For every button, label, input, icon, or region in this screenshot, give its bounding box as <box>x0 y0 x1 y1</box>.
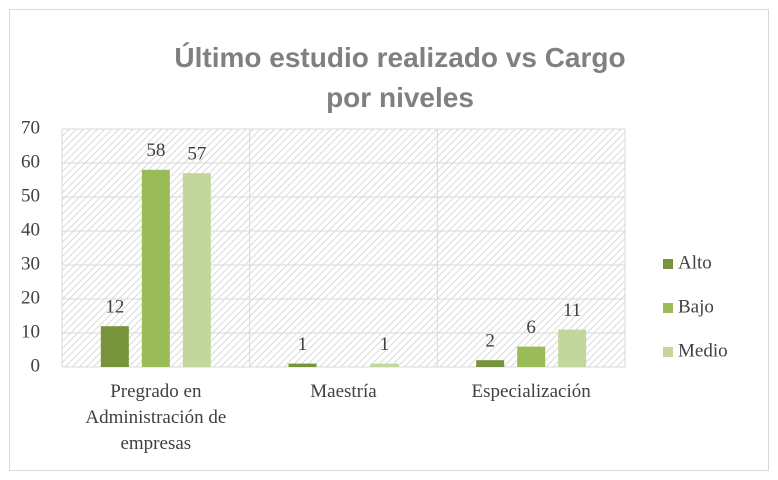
bar <box>558 329 587 367</box>
data-label: 6 <box>526 317 536 338</box>
x-tick-label: Maestría <box>310 381 377 402</box>
y-tick-label: 70 <box>21 117 40 138</box>
x-tick-label: Especialización <box>471 381 591 402</box>
bar <box>476 360 505 367</box>
y-tick-label: 30 <box>21 253 40 274</box>
bar <box>182 173 211 367</box>
legend-label: Alto <box>678 252 712 273</box>
bar <box>370 363 399 367</box>
y-tick-label: 50 <box>21 185 40 206</box>
data-label: 1 <box>380 334 390 355</box>
x-tick-label: Pregrado en Administración de empresas <box>85 381 227 454</box>
data-label: 57 <box>187 144 206 165</box>
data-label: 1 <box>298 334 308 355</box>
bar <box>517 346 546 367</box>
chart-title: Último estudio realizado vs Cargo por ni… <box>174 42 626 113</box>
bar <box>141 169 170 367</box>
legend-swatch <box>663 303 673 313</box>
legend-label: Bajo <box>678 296 714 317</box>
y-tick-label: 10 <box>21 321 40 342</box>
legend-label: Medio <box>678 340 728 361</box>
data-label: 12 <box>105 297 124 318</box>
data-label: 2 <box>485 331 495 352</box>
y-tick-label: 0 <box>31 355 41 376</box>
bar <box>100 326 129 367</box>
data-label: 11 <box>563 300 581 321</box>
legend-swatch <box>663 259 673 269</box>
data-label: 58 <box>146 140 165 161</box>
bar <box>288 363 317 367</box>
y-tick-label: 40 <box>21 219 40 240</box>
y-tick-label: 60 <box>21 151 40 172</box>
y-tick-label: 20 <box>21 287 40 308</box>
legend-swatch <box>663 347 673 357</box>
